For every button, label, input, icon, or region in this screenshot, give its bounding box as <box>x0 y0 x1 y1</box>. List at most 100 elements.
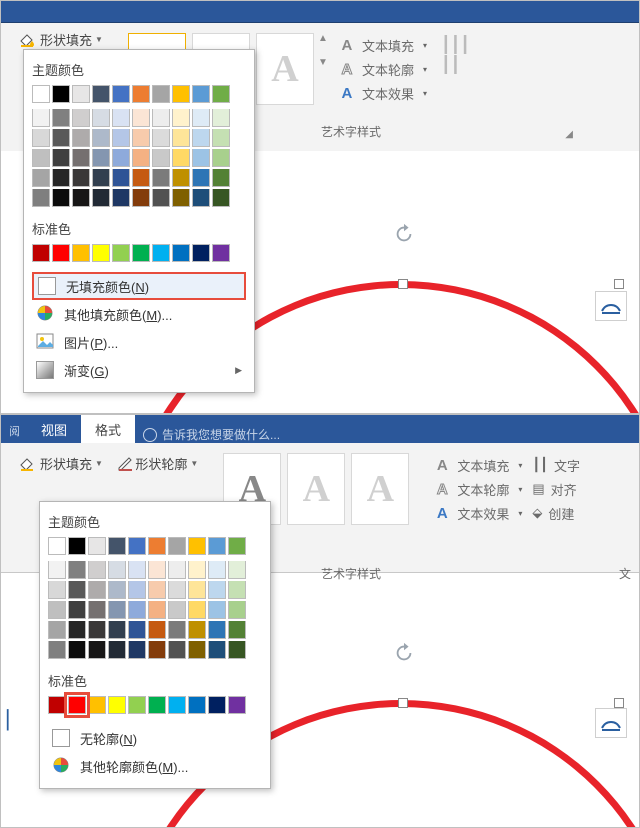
color-swatch[interactable] <box>172 85 190 103</box>
color-swatch[interactable] <box>48 561 66 579</box>
color-swatch[interactable] <box>68 621 86 639</box>
color-swatch[interactable] <box>92 149 110 167</box>
color-swatch[interactable] <box>112 149 130 167</box>
color-swatch[interactable] <box>88 561 106 579</box>
color-swatch[interactable] <box>192 244 210 262</box>
color-swatch[interactable] <box>132 85 150 103</box>
color-swatch[interactable] <box>188 696 206 714</box>
color-swatch[interactable] <box>172 149 190 167</box>
color-swatch[interactable] <box>192 109 210 127</box>
shape-fill-button[interactable]: 形状填充 ▼ <box>13 451 108 475</box>
color-swatch[interactable] <box>92 244 110 262</box>
color-swatch[interactable] <box>72 189 90 207</box>
color-swatch[interactable] <box>32 149 50 167</box>
color-swatch[interactable] <box>48 581 66 599</box>
color-swatch[interactable] <box>128 561 146 579</box>
color-swatch[interactable] <box>128 641 146 659</box>
selection-handle[interactable] <box>614 279 624 289</box>
color-swatch[interactable] <box>228 601 246 619</box>
color-swatch[interactable] <box>48 641 66 659</box>
color-swatch[interactable] <box>72 85 90 103</box>
color-swatch[interactable] <box>208 561 226 579</box>
color-swatch[interactable] <box>152 149 170 167</box>
color-swatch[interactable] <box>168 581 186 599</box>
color-swatch[interactable] <box>128 581 146 599</box>
color-swatch[interactable] <box>188 537 206 555</box>
layout-options-icon[interactable] <box>595 291 627 321</box>
color-swatch[interactable] <box>92 169 110 187</box>
color-swatch[interactable] <box>132 169 150 187</box>
color-swatch[interactable] <box>52 189 70 207</box>
text-direction-icon[interactable]: ┃┃┃┃┃ <box>441 27 470 152</box>
color-swatch[interactable] <box>168 561 186 579</box>
color-swatch[interactable] <box>188 601 206 619</box>
color-swatch[interactable] <box>108 696 126 714</box>
tell-me[interactable]: 告诉我您想要做什么... <box>143 426 280 443</box>
color-swatch[interactable] <box>68 581 86 599</box>
color-swatch[interactable] <box>132 109 150 127</box>
color-swatch[interactable] <box>32 189 50 207</box>
color-swatch[interactable] <box>52 109 70 127</box>
color-swatch[interactable] <box>88 621 106 639</box>
color-swatch[interactable] <box>112 169 130 187</box>
text-fill-button[interactable]: A文本填充▾ <box>338 33 427 57</box>
color-swatch[interactable] <box>68 641 86 659</box>
shape-outline-button[interactable]: 形状轮廓 ▼ <box>112 451 203 475</box>
color-swatch[interactable] <box>212 85 230 103</box>
color-swatch[interactable] <box>208 581 226 599</box>
color-swatch[interactable] <box>108 641 126 659</box>
layout-options-icon[interactable] <box>595 708 627 738</box>
color-swatch[interactable] <box>172 169 190 187</box>
color-swatch[interactable] <box>108 601 126 619</box>
color-swatch[interactable] <box>168 641 186 659</box>
color-swatch[interactable] <box>132 129 150 147</box>
text-effects-button[interactable]: A文本效果▾ <box>338 81 427 105</box>
color-swatch[interactable] <box>48 621 66 639</box>
text-effects-button[interactable]: A文本效果▾ <box>433 501 522 525</box>
color-swatch[interactable] <box>52 169 70 187</box>
color-swatch[interactable] <box>112 85 130 103</box>
rotate-handle[interactable] <box>393 642 415 664</box>
color-swatch[interactable] <box>152 129 170 147</box>
color-swatch[interactable] <box>72 169 90 187</box>
color-swatch[interactable] <box>32 244 50 262</box>
color-swatch[interactable] <box>148 621 166 639</box>
color-swatch[interactable] <box>88 601 106 619</box>
color-swatch[interactable] <box>112 189 130 207</box>
color-swatch[interactable] <box>92 109 110 127</box>
wordart-style[interactable]: A <box>351 453 409 525</box>
color-swatch[interactable] <box>192 129 210 147</box>
color-swatch[interactable] <box>192 189 210 207</box>
text-outline-button[interactable]: A文本轮廓▾ <box>433 477 522 501</box>
picture-fill-item[interactable]: 图片(P)... <box>32 328 246 356</box>
gallery-up-icon[interactable]: ▲ <box>318 33 328 44</box>
color-swatch[interactable] <box>148 641 166 659</box>
color-swatch[interactable] <box>188 581 206 599</box>
tab-format[interactable]: 格式 <box>81 415 135 443</box>
color-swatch[interactable] <box>152 85 170 103</box>
more-colors-item[interactable]: 其他填充颜色(M)... <box>32 300 246 328</box>
color-swatch[interactable] <box>88 641 106 659</box>
color-swatch[interactable] <box>108 561 126 579</box>
color-swatch[interactable] <box>88 537 106 555</box>
color-swatch[interactable] <box>228 561 246 579</box>
color-swatch[interactable] <box>92 129 110 147</box>
dialog-launcher-icon[interactable]: ◢ <box>565 129 573 140</box>
color-swatch[interactable] <box>168 601 186 619</box>
color-swatch[interactable] <box>148 581 166 599</box>
color-swatch[interactable] <box>172 129 190 147</box>
gallery-down-icon[interactable]: ▼ <box>318 57 328 68</box>
color-swatch[interactable] <box>148 537 166 555</box>
gradient-fill-item[interactable]: 渐变(G) ▶ <box>32 356 246 384</box>
color-swatch[interactable] <box>192 149 210 167</box>
color-swatch[interactable] <box>72 244 90 262</box>
create-link-button[interactable]: ⬙创建 <box>532 501 580 525</box>
color-swatch[interactable] <box>132 189 150 207</box>
color-swatch[interactable] <box>72 149 90 167</box>
text-fill-button[interactable]: A文本填充▾ <box>433 453 522 477</box>
color-swatch[interactable] <box>168 537 186 555</box>
color-swatch[interactable] <box>68 561 86 579</box>
selection-handle[interactable] <box>398 279 408 289</box>
color-swatch[interactable] <box>52 149 70 167</box>
color-swatch[interactable] <box>228 581 246 599</box>
